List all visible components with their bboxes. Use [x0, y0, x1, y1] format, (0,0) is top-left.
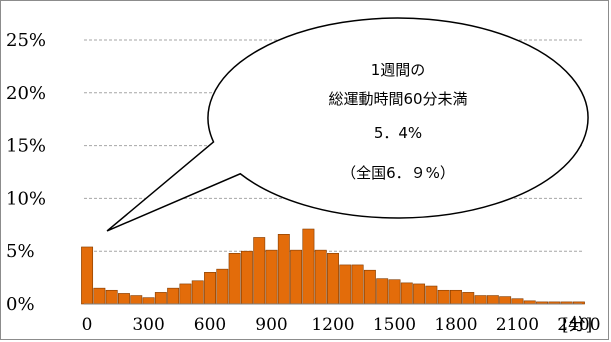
y-tick-label: 10% [6, 188, 46, 209]
x-tick-label: 0 [82, 315, 93, 335]
bar [462, 292, 475, 305]
bar [290, 249, 303, 305]
x-axis-ticks: 0 300 600 900 1200 1500 1800 2100 2400 [82, 315, 601, 335]
bar [400, 282, 413, 305]
bar [216, 268, 229, 305]
bar [130, 295, 143, 305]
bar [363, 269, 376, 305]
bar [376, 278, 389, 305]
bar [204, 272, 216, 305]
bar [81, 246, 94, 305]
x-tick-label: 600 [194, 315, 226, 335]
bar [240, 250, 253, 305]
bar [425, 285, 438, 305]
bar [228, 253, 241, 305]
y-tick-label: 15% [6, 136, 46, 157]
bars [81, 228, 585, 305]
bar [474, 295, 487, 305]
x-tick-label: 900 [255, 315, 287, 335]
x-tick-label: 2100 [496, 315, 539, 335]
bar [413, 283, 426, 305]
annotation-line-3: 5．4% [374, 124, 422, 142]
x-tick-label: 1500 [373, 315, 416, 335]
bar [511, 298, 524, 305]
bar [450, 289, 462, 305]
x-tick-label: 300 [132, 315, 164, 335]
bar [351, 264, 364, 305]
bar [499, 296, 512, 305]
bar [179, 283, 192, 305]
annotation-line-2: 総運動時間60分未満 [328, 90, 467, 108]
speech-bubble [106, 17, 589, 232]
y-tick-label: 0% [6, 294, 35, 315]
callout-annotation: 1週間の 総運動時間60分未満 5．4% （全国6．９%） [106, 17, 589, 232]
bar [486, 295, 499, 305]
bar [339, 264, 352, 305]
y-tick-label: 5% [6, 241, 35, 262]
bar [167, 287, 180, 305]
annotation-line-4: （全国6．９%） [341, 164, 455, 182]
bar [118, 293, 130, 305]
bar [93, 287, 106, 305]
annotation-line-1: 1週間の [371, 61, 426, 79]
y-tick-label: 25% [6, 30, 46, 51]
bar [253, 237, 266, 305]
x-axis-unit-label: [分] [562, 315, 592, 335]
y-axis-ticks: 0% 5% 10% 15% 20% 25% [6, 30, 46, 315]
x-tick-label: 1800 [434, 315, 477, 335]
bar [437, 289, 450, 305]
bar [265, 249, 278, 305]
bar [142, 297, 155, 305]
bar [327, 253, 339, 305]
bar [154, 292, 167, 305]
bar [388, 279, 401, 305]
y-tick-label: 20% [6, 83, 46, 104]
bar [105, 289, 118, 305]
x-tick-label: 2400 [557, 315, 600, 335]
x-tick-label: 1200 [311, 315, 354, 335]
bar [314, 249, 327, 305]
bar [302, 228, 315, 305]
bar [191, 280, 204, 305]
bar [277, 234, 290, 305]
